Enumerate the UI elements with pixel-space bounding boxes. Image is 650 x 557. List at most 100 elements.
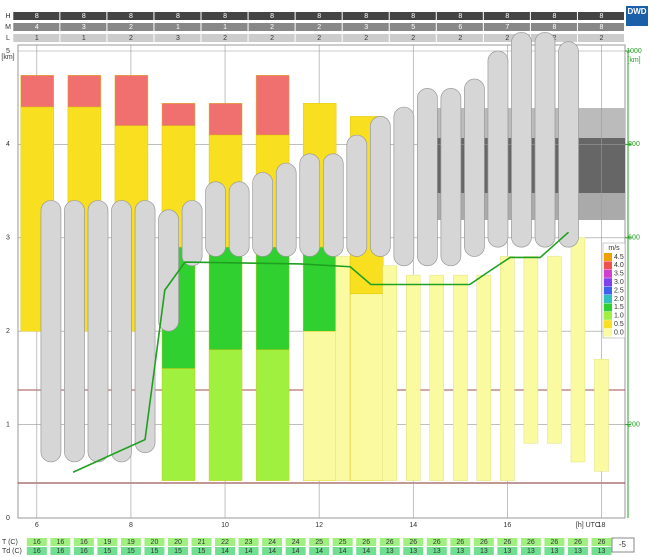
temp-cell — [97, 538, 118, 546]
cloud-value: 8 — [505, 13, 509, 20]
cloud-cell — [483, 12, 530, 20]
pale-bar — [570, 237, 586, 463]
temp-cell — [215, 538, 236, 546]
legend-swatch — [604, 303, 612, 312]
legend-label: 3.0 — [614, 279, 624, 286]
temp-value: 15 — [151, 548, 159, 555]
temp-value: 15 — [127, 548, 135, 555]
cloud-value: 3 — [176, 35, 180, 42]
temp-cell — [379, 547, 400, 555]
temp-cell — [167, 547, 188, 555]
cloud-value: 8 — [411, 13, 415, 20]
legend-swatch — [604, 278, 612, 287]
cloud-tower — [299, 153, 321, 257]
x-tick-label: 14 — [409, 522, 417, 529]
temp-cell — [144, 547, 165, 555]
legend-label: 2.5 — [614, 287, 624, 294]
y-tick-label: 0 — [6, 515, 10, 522]
temp-cell — [238, 538, 259, 546]
legend-label: 4.5 — [614, 254, 624, 261]
temp-cell — [285, 538, 306, 546]
wind-segment — [302, 246, 337, 332]
temp-cell — [50, 547, 71, 555]
boundary-line — [72, 231, 570, 473]
y2-tick-label: 200 — [628, 421, 640, 428]
temp-value: 25 — [339, 539, 347, 546]
temp-value: 19 — [127, 539, 135, 546]
cloud-cell — [201, 23, 248, 31]
temp-cell — [97, 547, 118, 555]
logo-box — [626, 6, 648, 26]
temp-cell — [309, 547, 330, 555]
temp-cell — [120, 538, 141, 546]
offset-select[interactable] — [611, 537, 635, 553]
cloud-tower — [464, 78, 485, 257]
temp-value: 14 — [362, 548, 370, 555]
temp-value: 13 — [480, 548, 488, 555]
temp-value: 15 — [174, 548, 182, 555]
cloud-tower — [440, 88, 462, 267]
cloud-tower — [181, 200, 203, 267]
temp-cell — [567, 547, 588, 555]
cloud-tower — [111, 200, 132, 463]
cloud-tower — [40, 200, 62, 463]
temp-cell — [50, 538, 71, 546]
cloud-cell — [248, 23, 295, 31]
temp-value: 15 — [104, 548, 112, 555]
cloud-cell — [295, 23, 342, 31]
cloud-cell — [436, 23, 483, 31]
cloud-cell — [154, 23, 201, 31]
cloud-value: 8 — [364, 13, 368, 20]
cloud-value: 5 — [411, 24, 415, 31]
wind-segment — [208, 349, 243, 481]
temp-value: 25 — [315, 539, 323, 546]
temp-cell — [332, 547, 353, 555]
temp-cell — [73, 547, 94, 555]
cloud-tower — [369, 116, 391, 257]
legend-label: 3.5 — [614, 271, 624, 278]
x-axis-label: [h] UTC — [576, 522, 600, 529]
cloud-cell — [154, 12, 201, 20]
pale-bar — [523, 256, 539, 444]
y-tick-label: 1 — [6, 421, 10, 428]
temp-value: 21 — [198, 539, 206, 546]
temp-cell — [567, 538, 588, 546]
temp-value: 13 — [433, 548, 441, 555]
cloud-cell — [483, 34, 530, 42]
pale-bar — [547, 256, 562, 444]
y-tick-label: 3 — [6, 235, 10, 242]
temp-cell — [473, 538, 494, 546]
temp-cell — [215, 547, 236, 555]
cloud-value: 8 — [35, 13, 39, 20]
legend-title: m/s — [608, 245, 620, 252]
temp-value: 14 — [268, 548, 276, 555]
cloud-tower — [228, 181, 250, 257]
temp-cell — [238, 547, 259, 555]
cloud-value: 8 — [270, 13, 274, 20]
legend-swatch — [604, 320, 612, 329]
y-tick-label: 2 — [6, 328, 10, 335]
cloud-tower — [511, 31, 532, 248]
cloud-tower — [205, 181, 226, 257]
cloud-value: 2 — [223, 35, 227, 42]
pale-bar — [429, 274, 445, 481]
x-tick-label: 16 — [503, 522, 511, 529]
cloud-tower — [346, 134, 368, 257]
temp-cell — [285, 547, 306, 555]
cloud-tower — [64, 200, 85, 463]
temp-value: 22 — [221, 539, 229, 546]
cloud-cell — [107, 12, 154, 20]
cloud-value: 8 — [176, 13, 180, 20]
pale-bar — [453, 274, 468, 481]
temp-value: 13 — [574, 548, 582, 555]
offset-value: -5 — [619, 540, 627, 549]
wind-segment — [161, 103, 196, 126]
wind-segment — [350, 293, 384, 481]
y2-axis-label: [km] — [627, 57, 640, 64]
cloud-cell — [248, 12, 295, 20]
cloud-value: 2 — [364, 35, 368, 42]
cloud-value: 2 — [129, 24, 133, 31]
temp-cell — [520, 538, 541, 546]
cloud-value: 7 — [505, 24, 509, 31]
